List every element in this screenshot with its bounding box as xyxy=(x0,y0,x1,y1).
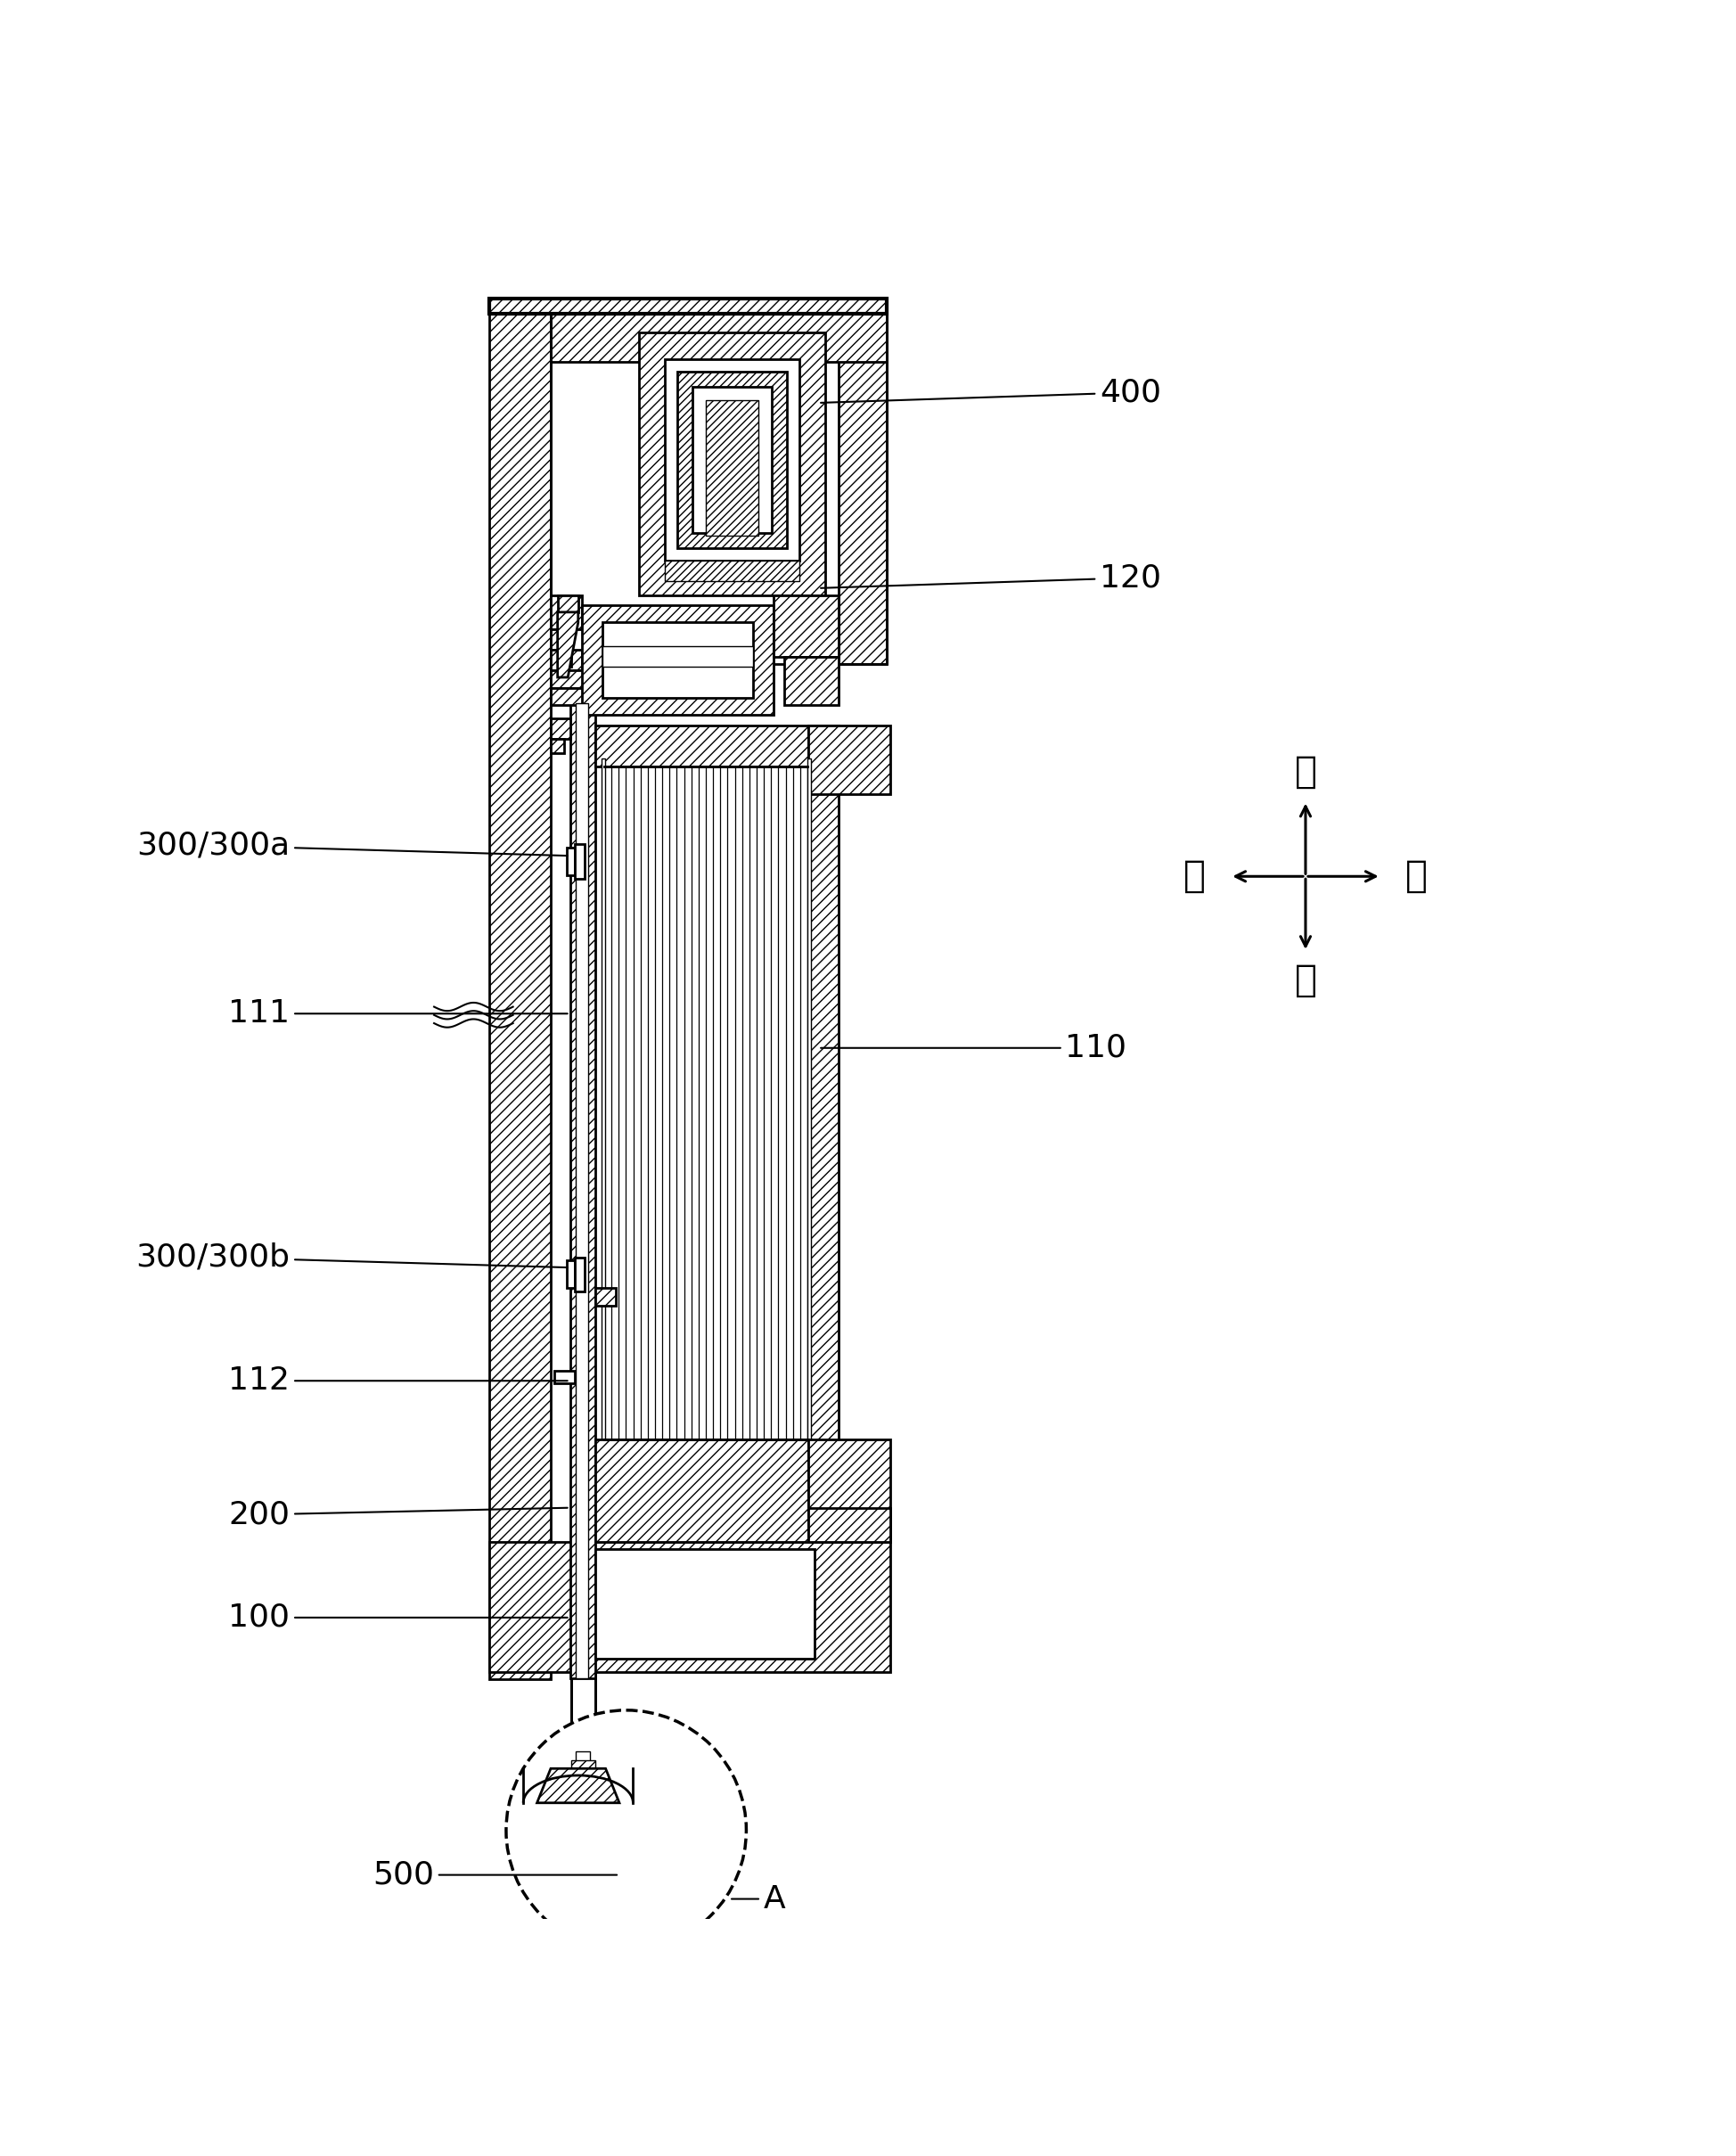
Text: 111: 111 xyxy=(229,998,568,1028)
Bar xyxy=(557,595,578,612)
Bar xyxy=(639,332,825,595)
Bar xyxy=(807,759,811,1447)
Bar xyxy=(490,298,550,1680)
Bar xyxy=(550,740,564,752)
Bar xyxy=(602,647,753,666)
Bar xyxy=(595,1287,616,1304)
Bar xyxy=(566,847,575,875)
Bar xyxy=(550,649,582,671)
Bar xyxy=(575,1257,585,1291)
Bar xyxy=(571,1759,595,1768)
Bar xyxy=(571,1673,595,1761)
Bar xyxy=(677,371,786,548)
Text: A: A xyxy=(731,1884,785,1915)
Bar xyxy=(550,718,569,740)
Bar xyxy=(550,630,568,649)
Bar xyxy=(665,561,799,582)
Text: 112: 112 xyxy=(229,1365,568,1395)
Bar xyxy=(595,1548,814,1658)
Bar xyxy=(576,703,589,1677)
Text: 110: 110 xyxy=(821,1033,1127,1063)
Bar xyxy=(807,724,838,1542)
Bar xyxy=(575,845,585,877)
Bar xyxy=(601,759,604,1447)
Text: 300/300b: 300/300b xyxy=(135,1242,568,1272)
Bar xyxy=(576,1751,590,1761)
Bar xyxy=(490,298,887,313)
Bar xyxy=(490,1542,891,1673)
Bar xyxy=(807,724,891,793)
Bar xyxy=(838,313,887,664)
Bar xyxy=(550,671,599,688)
Bar xyxy=(569,703,595,1677)
Text: 100: 100 xyxy=(229,1602,568,1632)
Text: 500: 500 xyxy=(373,1861,616,1891)
Bar xyxy=(566,1261,575,1287)
Text: 前: 前 xyxy=(1184,858,1205,895)
Bar xyxy=(582,606,774,716)
Text: 200: 200 xyxy=(229,1498,568,1531)
Bar xyxy=(550,313,887,362)
Polygon shape xyxy=(807,1507,891,1542)
Bar xyxy=(550,595,582,630)
Text: 后: 后 xyxy=(1406,858,1427,895)
Bar xyxy=(774,595,838,658)
Text: 300/300a: 300/300a xyxy=(137,830,568,860)
Bar xyxy=(693,386,773,533)
Text: 右: 右 xyxy=(1295,962,1316,1000)
Bar xyxy=(665,358,799,561)
Bar xyxy=(807,1438,891,1542)
Bar xyxy=(550,688,589,705)
Bar xyxy=(707,401,759,537)
Circle shape xyxy=(507,1710,746,1951)
Bar xyxy=(595,1438,807,1542)
Text: 左: 左 xyxy=(1295,752,1316,791)
Polygon shape xyxy=(557,612,578,677)
Text: 400: 400 xyxy=(821,377,1161,407)
Bar xyxy=(785,658,838,705)
Bar xyxy=(602,623,753,699)
Bar xyxy=(554,1371,575,1382)
Polygon shape xyxy=(536,1768,620,1802)
Bar xyxy=(557,612,571,666)
Text: 120: 120 xyxy=(821,563,1161,593)
Bar xyxy=(595,724,838,768)
